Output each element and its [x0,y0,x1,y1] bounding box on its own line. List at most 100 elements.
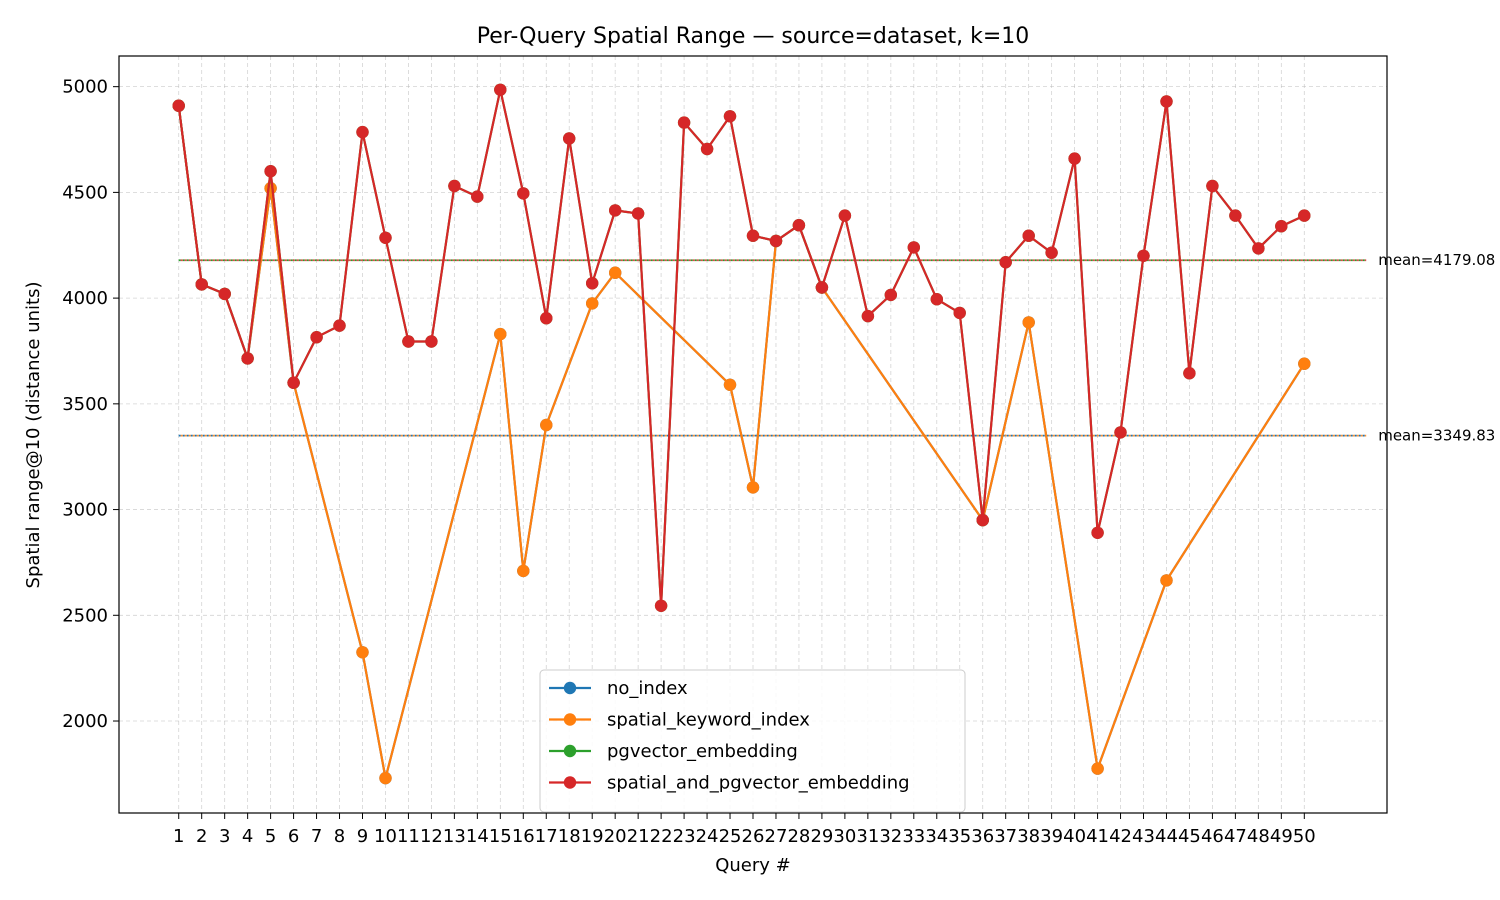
y-tick-label: 4500 [62,182,108,203]
x-tick-label: 21 [627,826,650,847]
data-point [310,331,323,344]
mean-label: mean=3349.83 [1378,427,1495,445]
data-point [333,319,346,332]
x-tick-label: 44 [1155,826,1178,847]
data-point [494,327,507,341]
x-tick-label: 32 [879,826,902,847]
data-point [815,281,829,294]
series-line [177,88,1305,607]
y-axis: 2000 2500 3000 3500 4000 4500 5000 [62,77,119,732]
data-point [861,309,875,323]
data-point [999,256,1012,269]
x-tick-label: 34 [925,826,948,847]
data-point [1091,526,1104,539]
x-tick-label: 49 [1270,826,1293,847]
data-point [379,231,392,244]
data-point [1022,229,1035,242]
x-tick-label: 3 [219,826,230,847]
data-point [746,229,760,242]
x-tick-label: 13 [443,826,466,847]
series-spatial_and_pgvector_embedding [172,83,1311,612]
data-point [1160,574,1173,587]
x-tick-label: 31 [856,826,879,847]
data-point [723,110,737,123]
x-tick-label: 6 [288,826,299,847]
data-point [172,99,185,112]
x-tick-label: 24 [696,826,719,847]
x-tick-label: 48 [1247,826,1270,847]
data-point [471,190,484,203]
x-tick-label: 14 [466,826,489,847]
y-tick-label: 5000 [62,77,108,98]
x-tick-label: 47 [1224,826,1247,847]
x-tick-label: 42 [1109,826,1132,847]
x-axis-label: Query # [715,855,791,876]
x-tick-label: 28 [787,826,810,847]
x-tick-label: 38 [1017,826,1040,847]
x-tick-label: 18 [558,826,581,847]
data-point [586,297,599,310]
data-point [195,278,208,291]
data-point [609,204,622,217]
data-point [677,116,691,129]
x-tick-label: 12 [420,826,443,847]
legend-box [539,669,966,813]
data-point [1114,426,1127,439]
series-group [172,83,1311,785]
data-point [379,771,392,785]
x-tick-label: 40 [1063,826,1086,847]
data-point [723,378,737,391]
data-point [425,335,438,348]
legend-label: pgvector_embedding [607,741,798,762]
x-tick-label: 43 [1132,826,1155,847]
x-tick-label: 30 [833,826,856,847]
legend-label: spatial_keyword_index [607,710,810,731]
mean-label: mean=4179.08 [1378,251,1495,269]
x-tick-label: 15 [489,826,512,847]
x-tick-label: 33 [902,826,925,847]
legend-marker [563,744,577,758]
data-point [517,187,530,200]
data-point [1022,316,1035,329]
x-tick-label: 8 [334,826,345,847]
chart-title: Per-Query Spatial Range — source=dataset… [477,24,1030,49]
x-tick-label: 23 [673,826,696,847]
x-tick-label: 35 [948,826,971,847]
data-point [838,209,852,222]
data-point [356,646,369,659]
data-point [654,599,668,612]
data-point [1252,242,1265,255]
y-tick-label: 4000 [62,288,108,309]
legend-marker [563,776,577,789]
data-point [700,142,714,156]
data-point [884,288,897,302]
data-point [1298,209,1311,222]
x-tick-label: 1 [173,826,184,847]
data-point [287,376,300,389]
x-tick-label: 27 [765,826,788,847]
data-point [356,125,369,139]
data-point [631,207,645,220]
legend-item: no_index [549,678,688,699]
legend-label: spatial_and_pgvector_embedding [607,773,910,794]
x-tick-label: 9 [357,826,368,847]
legend-item: spatial_keyword_index [549,710,810,731]
data-point [1229,209,1242,222]
x-tick-label: 26 [742,826,765,847]
data-point [792,219,806,232]
y-tick-label: 3000 [62,500,108,521]
data-point [540,418,553,432]
x-tick-label: 50 [1293,826,1316,847]
x-tick-label: 10 [374,826,397,847]
x-tick-label: 37 [994,826,1017,847]
data-point [264,165,277,178]
legend-marker [563,681,577,695]
legend-marker [563,713,577,726]
x-tick-label: 36 [971,826,994,847]
x-tick-label: 45 [1178,826,1201,847]
x-tick-label: 16 [512,826,535,847]
x-tick-label: 4 [242,826,253,847]
data-point [746,481,760,494]
x-tick-label: 22 [650,826,673,847]
